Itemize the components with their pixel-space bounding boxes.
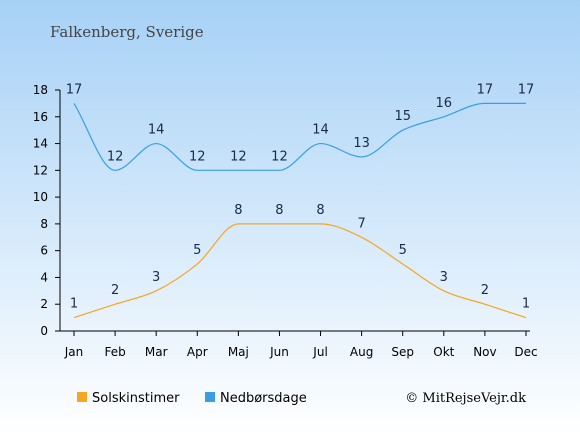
- x-tick-label: Okt: [433, 345, 454, 359]
- sunshine-data-label: 1: [522, 297, 530, 312]
- x-tick-label: Mar: [145, 345, 168, 359]
- x-tick-label: Jun: [269, 345, 289, 359]
- rain-days-data-label: 12: [107, 149, 124, 164]
- rain-days-data-label: 12: [271, 149, 288, 164]
- sunshine-data-label: 3: [440, 270, 448, 285]
- y-tick-label: 18: [33, 83, 48, 97]
- y-tick-label: 4: [40, 270, 48, 284]
- sunshine-legend-label: Solskinstimer: [92, 391, 180, 406]
- x-tick-label: Jul: [312, 345, 327, 359]
- rain-days-line: [73, 102, 526, 171]
- sunshine-data-label: 2: [481, 283, 489, 298]
- x-tick-label: Sep: [391, 345, 414, 359]
- sunshine-data-label: 2: [111, 283, 119, 298]
- x-tick-label: Apr: [187, 345, 208, 359]
- legend: Solskinstimer Nedbørsdage: [77, 391, 307, 406]
- x-tick-label: Feb: [104, 345, 125, 359]
- y-tick-label: 14: [33, 137, 48, 151]
- sunshine-data-label: 7: [357, 216, 365, 231]
- rain-days-data-label: 17: [66, 82, 83, 97]
- rain-days-data-label: 17: [518, 82, 535, 97]
- sunshine-data-label: 8: [316, 203, 324, 218]
- chart-subtitle: Falkenberg, Sverige: [50, 23, 204, 41]
- rain-days-data-label: 16: [436, 96, 453, 111]
- rain-days-data-label: 12: [189, 149, 206, 164]
- rain-days-data-label: 14: [148, 123, 165, 138]
- x-tick-label: Aug: [350, 345, 373, 359]
- x-tick-label: Jan: [64, 345, 84, 359]
- rain-days-data-label: 15: [394, 109, 411, 124]
- y-tick-label: 16: [33, 110, 48, 124]
- sunshine-data-label: 5: [399, 243, 407, 258]
- series-lines: [73, 102, 527, 319]
- x-tick-label: Dec: [514, 345, 537, 359]
- y-tick-label: 2: [40, 297, 48, 311]
- sunshine-data-label: 8: [234, 203, 242, 218]
- x-tick-label: Nov: [473, 345, 496, 359]
- sunshine-data-label: 3: [152, 270, 160, 285]
- sunshine-data-label: 5: [193, 243, 201, 258]
- rain-days-data-label: 14: [312, 123, 329, 138]
- credit-text: © MitRejseVejr.dk: [405, 391, 526, 406]
- sunshine-legend-swatch: [77, 392, 87, 402]
- sunshine-data-label: 8: [275, 203, 283, 218]
- sunshine-data-label: 1: [70, 297, 78, 312]
- rain-days-legend-label: Nedbørsdage: [220, 391, 307, 406]
- y-tick-label: 10: [33, 190, 48, 204]
- y-tick-label: 0: [40, 324, 48, 338]
- sunshine-line: [73, 223, 527, 319]
- rain-days-data-label: 13: [353, 136, 370, 151]
- y-tick-label: 8: [40, 217, 48, 231]
- x-tick-label: Maj: [228, 345, 249, 359]
- rain-days-data-label: 17: [477, 82, 494, 97]
- y-tick-label: 6: [40, 244, 48, 258]
- rain-days-data-label: 12: [230, 149, 247, 164]
- y-tick-label: 12: [33, 163, 48, 177]
- rain-days-legend-swatch: [205, 392, 215, 402]
